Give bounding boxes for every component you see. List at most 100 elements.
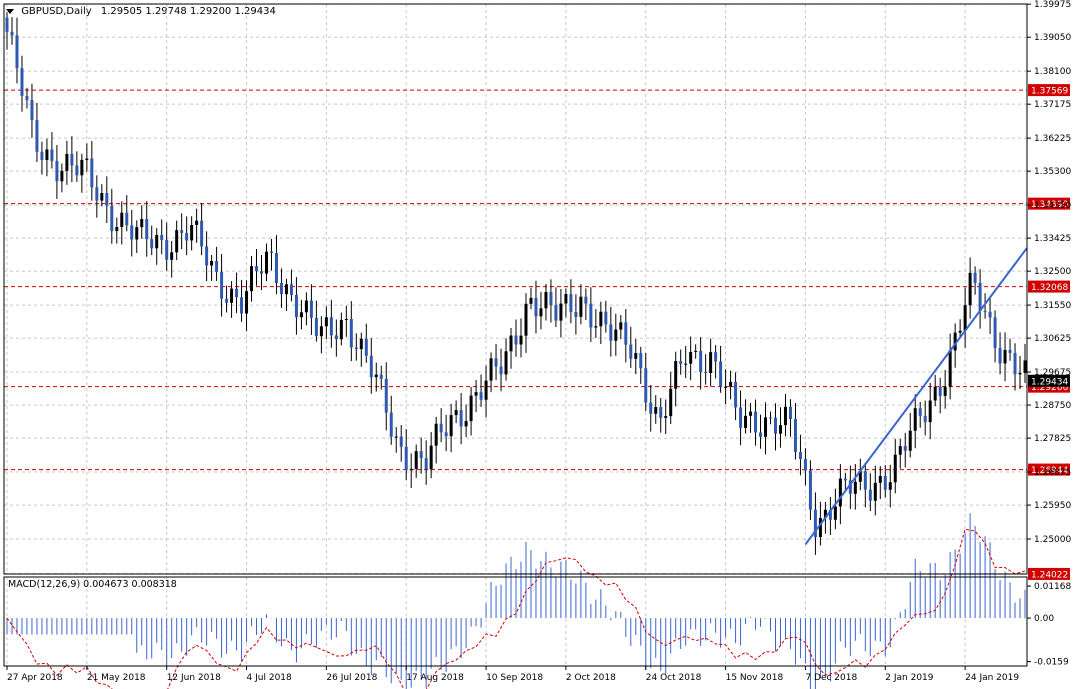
candle-body [100, 193, 104, 201]
candle-body [429, 445, 433, 470]
candle-body [40, 151, 44, 160]
candle-body [589, 303, 593, 328]
candle-body [679, 361, 683, 364]
candle-body [170, 252, 174, 260]
candle-body [120, 212, 124, 228]
candle-body [374, 374, 378, 378]
y-tick-label: 1.29675 [1034, 368, 1071, 378]
candle-body [299, 312, 303, 318]
candle-body [185, 232, 189, 241]
x-tick-label: 26 Jul 2018 [326, 673, 377, 683]
candle-body [434, 423, 438, 446]
chart-frame [3, 3, 1028, 667]
candle-body [878, 476, 882, 483]
candle-body [474, 392, 478, 396]
candle-body [419, 451, 423, 459]
y-tick-label: 1.35300 [1034, 167, 1071, 177]
candle-body [584, 296, 588, 304]
candle-body [943, 386, 947, 396]
candle-body [10, 31, 14, 36]
candle-body [669, 388, 673, 417]
candle-body [649, 402, 653, 414]
ohlc-values: 1.29505 1.29748 1.29200 1.29434 [100, 6, 276, 17]
candle-body [933, 386, 937, 401]
candle-body [314, 317, 318, 337]
level-tag [1028, 567, 1070, 580]
candle-body [334, 335, 338, 340]
candle-body [614, 329, 618, 341]
candle-body [135, 227, 139, 240]
candle-body [744, 415, 748, 428]
candle-body [699, 350, 703, 373]
candle-body [739, 407, 743, 428]
macd-y-tick-label: -0.0159 [1034, 658, 1069, 668]
candle-body [444, 432, 448, 437]
candle-body [938, 386, 942, 396]
candle-body [948, 350, 952, 387]
time-axis: 27 Apr 2018 21 May 2018 12 Jun 2018 4 Jul 2… [6, 666, 1019, 683]
candle-body [205, 246, 209, 266]
trendline-segment [804, 247, 1028, 545]
x-tick-label: 7 Dec 2018 [805, 673, 857, 683]
x-tick-label: 27 Apr 2018 [7, 673, 63, 683]
candle-body [714, 352, 718, 362]
candle-body [180, 230, 184, 233]
y-tick-label: 1.25000 [1034, 535, 1071, 545]
candle-body [564, 294, 568, 304]
macd-signal-line [6, 528, 1026, 689]
candle-body [788, 406, 792, 420]
candle-body [55, 160, 59, 182]
candle-body [20, 68, 24, 96]
candle-body [479, 392, 483, 400]
candle-body [110, 205, 114, 232]
candle-body [569, 294, 573, 313]
candle-body [978, 282, 982, 312]
y-tick-label: 1.39050 [1034, 33, 1071, 43]
candle-body [764, 417, 768, 437]
candle-body [155, 234, 159, 249]
candle-body [694, 350, 698, 352]
candle-body [734, 381, 738, 408]
candle-body [684, 363, 688, 365]
level-tag-label: 1.24022 [1031, 570, 1068, 580]
candle-body [85, 158, 89, 160]
candle-body [634, 353, 638, 359]
candle-body [813, 509, 817, 538]
candle-body [993, 317, 997, 349]
candle-body [759, 432, 763, 437]
candle-body [220, 271, 224, 299]
level-tag-label: 1.29266 [1031, 383, 1068, 393]
candle-body [294, 294, 298, 318]
x-tick-label: 15 Nov 2018 [726, 673, 784, 683]
candle-body [384, 378, 388, 413]
y-tick-label: 1.26875 [1034, 468, 1071, 478]
x-tick-label: 17 Aug 2018 [406, 673, 464, 683]
candle-body [803, 458, 807, 471]
trendline[interactable] [804, 247, 1028, 545]
candle-body [25, 95, 29, 100]
candle-body [165, 240, 169, 260]
candle-body [225, 298, 229, 303]
candle-body [504, 351, 508, 375]
candle-body [868, 489, 872, 501]
level-tag-label: 1.26944 [1031, 466, 1068, 476]
candle-body [409, 468, 413, 471]
candle-body [988, 311, 992, 318]
dropdown-triangle-icon[interactable] [6, 8, 14, 14]
candle-body [773, 417, 777, 434]
candle-body [150, 239, 154, 249]
candle-body [848, 480, 852, 494]
x-tick-label: 21 May 2018 [87, 673, 146, 683]
macd-frame [3, 576, 1028, 667]
candle-body [549, 292, 553, 306]
x-tick-label: 24 Jan 2019 [965, 673, 1019, 683]
candle-body [928, 400, 932, 423]
price-axis: 1.37569 1.34390 1.32068 1.29266 1.26944 1.240… [1027, 0, 1071, 580]
candle-body [424, 458, 428, 470]
candle-body [579, 296, 583, 317]
candle-body [898, 446, 902, 455]
candle-body [399, 436, 403, 447]
macd-y-tick-label: 0.01168 [1034, 582, 1071, 592]
candle-body [793, 419, 797, 453]
